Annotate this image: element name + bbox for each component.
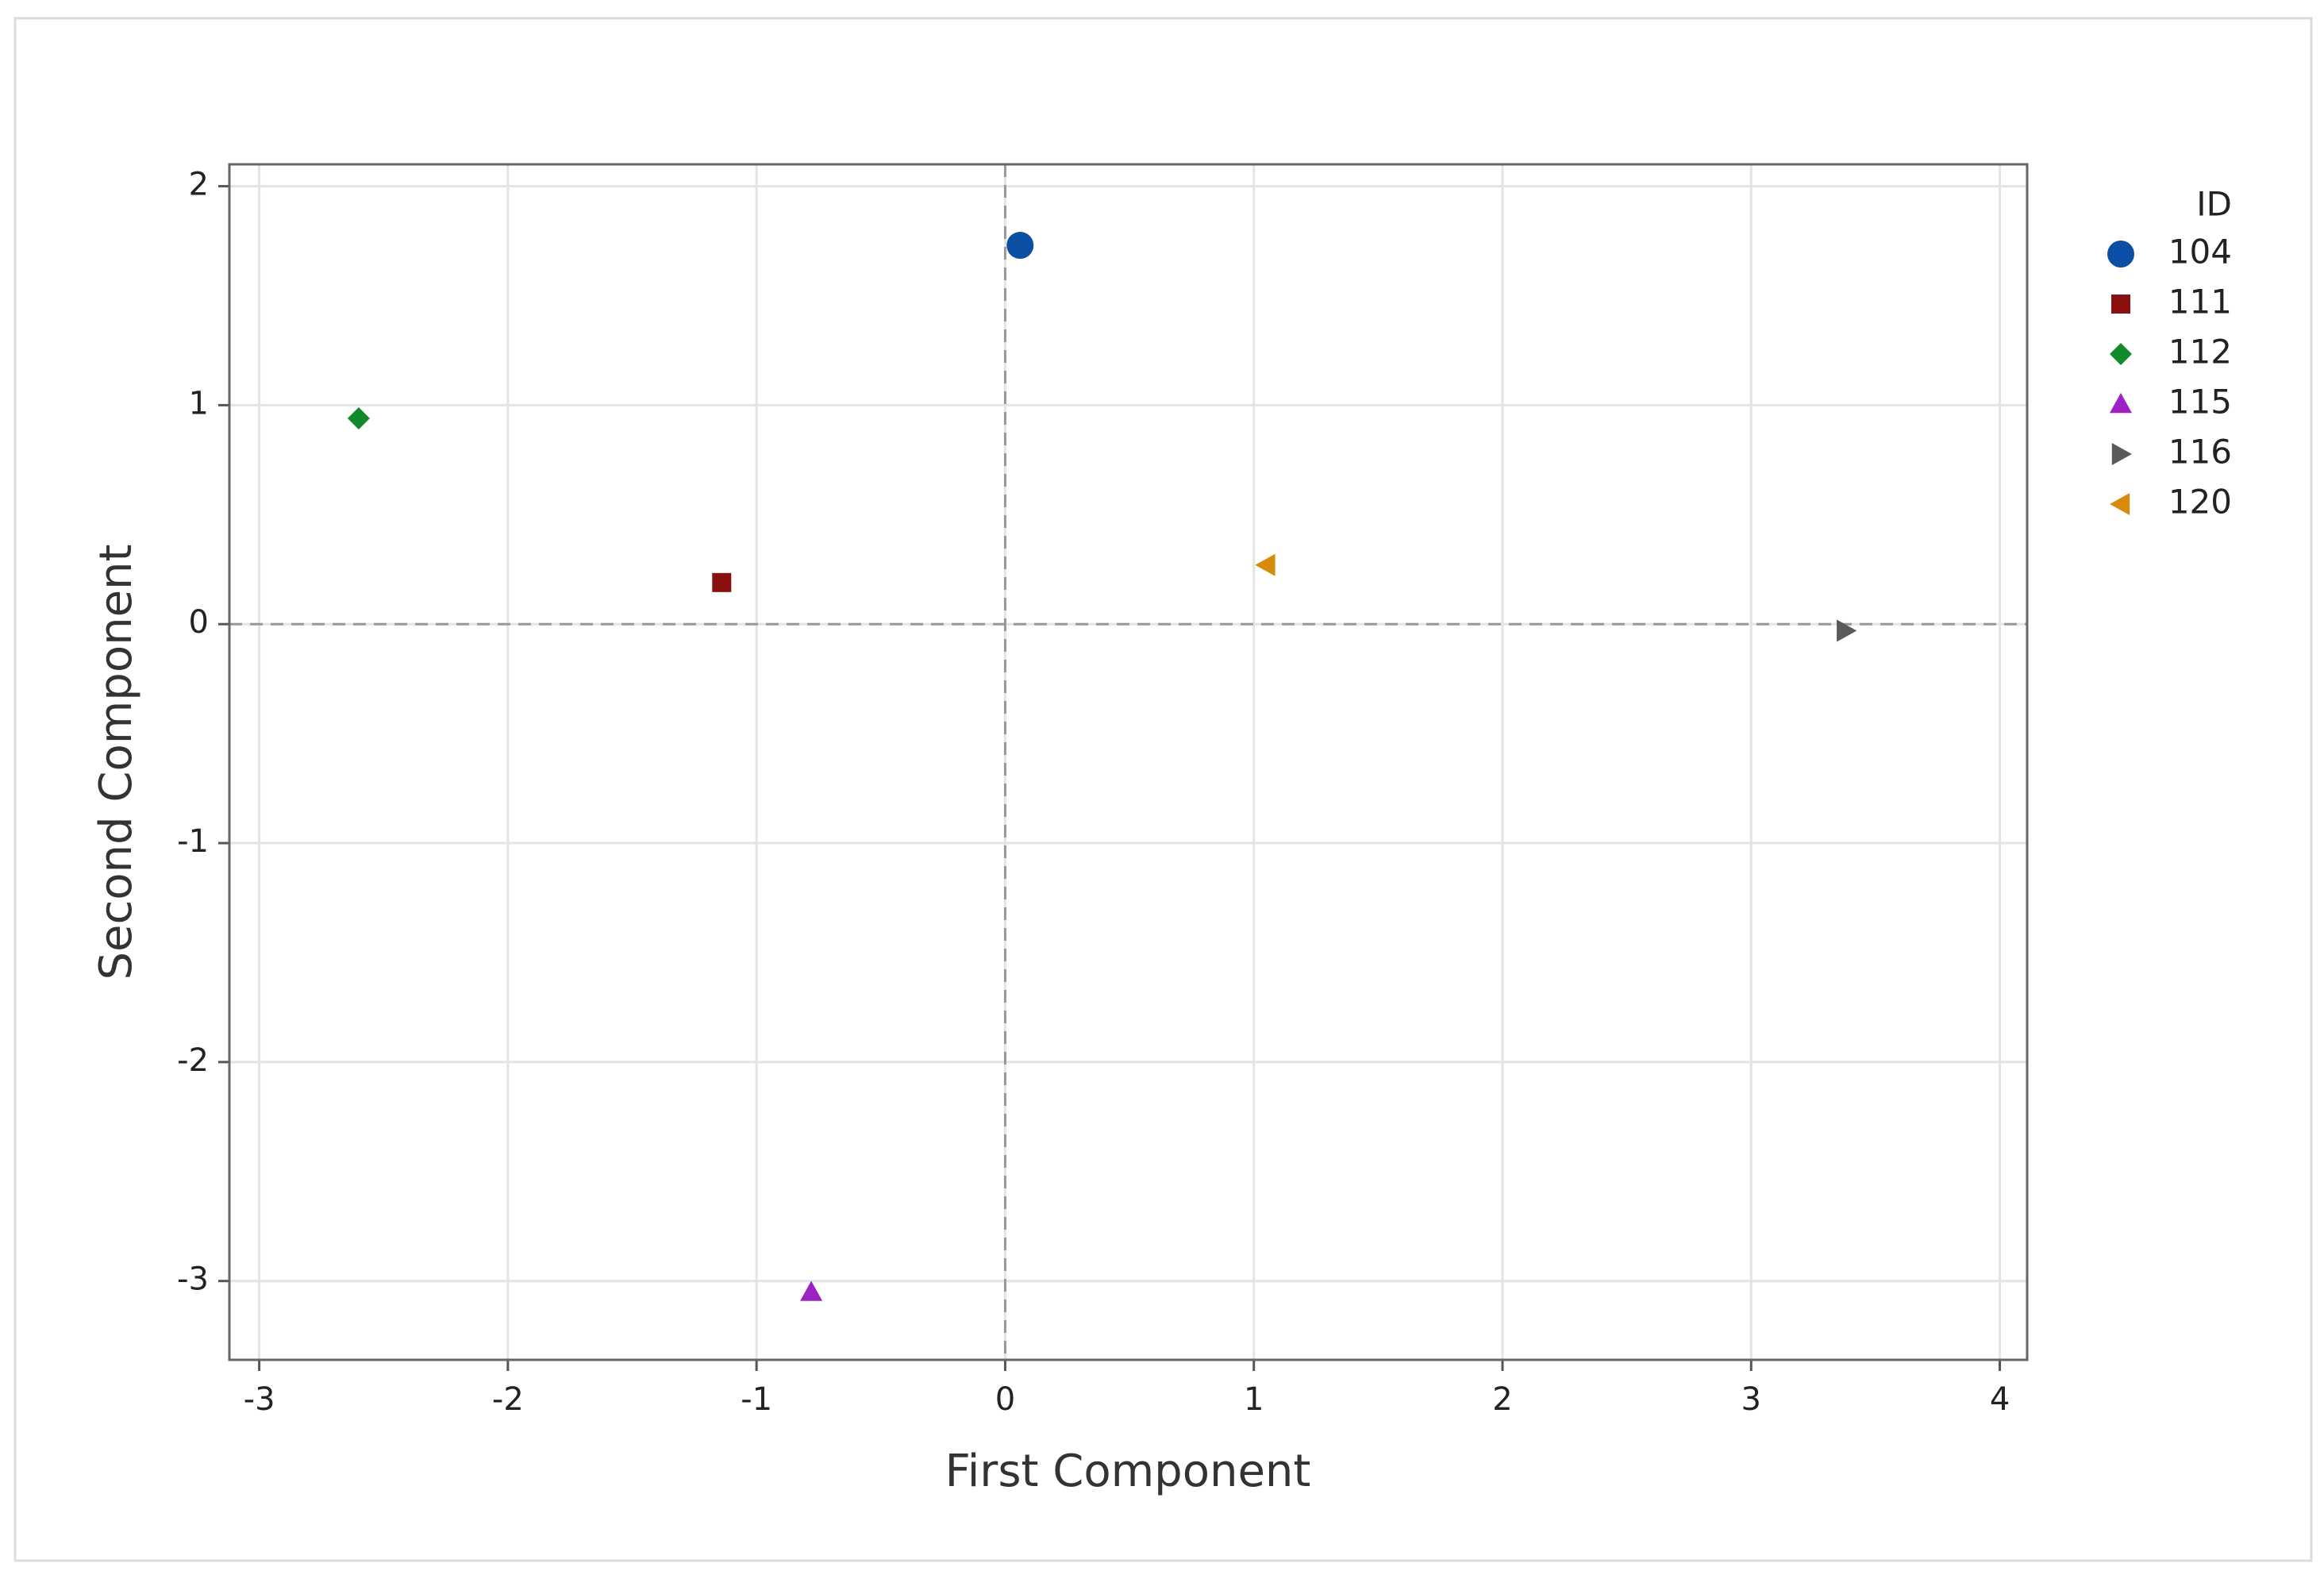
- legend-label: 116: [2168, 433, 2232, 472]
- x-tick-label: 3: [1741, 1381, 1761, 1418]
- data-point: [712, 572, 732, 592]
- x-tick-label: 2: [1492, 1381, 1512, 1418]
- data-point: [800, 1280, 823, 1301]
- data-point: [1006, 232, 1034, 260]
- plot-area: [229, 164, 2027, 1360]
- data-point: [347, 406, 370, 429]
- y-tick-label: -3: [177, 1261, 209, 1298]
- legend-label: 120: [2168, 483, 2232, 522]
- legend-marker: [2111, 295, 2130, 314]
- legend-marker: [2110, 493, 2130, 515]
- x-tick-label: 0: [995, 1381, 1015, 1418]
- y-tick-label: 1: [189, 385, 209, 422]
- x-tick-label: -1: [741, 1381, 772, 1418]
- y-tick-label: -2: [177, 1042, 209, 1079]
- legend-title: ID: [2196, 185, 2232, 224]
- data-point: [1255, 553, 1276, 576]
- legend-label: 111: [2168, 283, 2232, 322]
- y-tick-label: 0: [189, 604, 209, 641]
- legend-label: 112: [2168, 333, 2232, 372]
- plot-frame: [228, 163, 2029, 1361]
- legend-marker: [2110, 393, 2132, 414]
- legend-marker: [2110, 343, 2132, 365]
- x-axis-title: First Component: [945, 1446, 1311, 1497]
- x-tick-label: -2: [492, 1381, 524, 1418]
- legend-marker: [2107, 241, 2134, 268]
- data-point: [1837, 619, 1857, 642]
- y-tick-label: 2: [189, 167, 209, 203]
- x-tick-label: -3: [244, 1381, 275, 1418]
- legend-label: 104: [2168, 233, 2232, 271]
- y-axis-title: Second Component: [90, 544, 142, 980]
- x-tick-label: 4: [1990, 1381, 2010, 1418]
- x-tick-label: 1: [1244, 1381, 1264, 1418]
- y-tick-label: -1: [177, 823, 209, 860]
- legend-label: 115: [2168, 383, 2232, 422]
- legend-marker: [2111, 443, 2132, 465]
